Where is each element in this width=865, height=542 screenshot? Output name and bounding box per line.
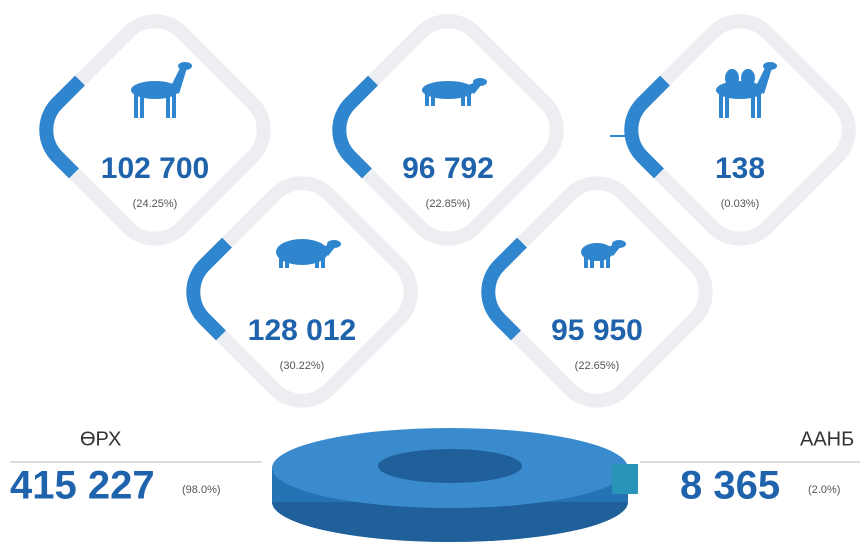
icon-hump <box>725 69 739 87</box>
tile-count: 128 012 <box>248 314 356 347</box>
icon-leg <box>321 252 325 268</box>
tiles: 102 700(24.25%)96 792(22.85%)138(0.03%)1… <box>39 14 856 408</box>
tile-count: 95 950 <box>551 314 643 347</box>
tile-count: 102 700 <box>101 152 209 185</box>
icon-leg <box>425 90 429 106</box>
tile: 102 700 (24.25%) <box>39 14 271 246</box>
tile-share: (24.25%) <box>133 198 178 210</box>
donut-slice <box>612 464 638 494</box>
icon-body <box>131 81 179 99</box>
donut <box>272 428 638 542</box>
total-share: (2.0%) <box>808 484 840 496</box>
total-label: ӨРХ <box>80 428 121 450</box>
tile: 138 (0.03%) <box>624 14 856 246</box>
tile: 95 950 (22.65%) <box>481 176 713 408</box>
icon-leg <box>467 90 471 106</box>
icon-leg <box>606 252 610 268</box>
donut-hole <box>378 449 522 483</box>
total-share: (98.0%) <box>182 484 221 496</box>
icon-head <box>612 240 626 248</box>
icon-leg <box>584 252 588 268</box>
icon-leg <box>757 90 761 118</box>
tile-frame <box>39 14 271 246</box>
total-count: 415 227 <box>10 464 155 508</box>
tile: 96 792 (22.85%) <box>332 14 564 246</box>
icon-leg <box>172 90 176 118</box>
animal-icon <box>716 62 777 118</box>
icon-hump <box>741 69 755 87</box>
icon-leg <box>134 90 138 118</box>
icon-leg <box>166 90 170 118</box>
icon-head <box>178 62 192 70</box>
icon-leg <box>461 90 465 106</box>
icon-body <box>422 81 474 99</box>
tile-share: (0.03%) <box>721 198 760 210</box>
icon-leg <box>140 90 144 118</box>
tile-frame <box>186 176 418 408</box>
icon-leg <box>279 252 283 268</box>
animal-icon <box>422 78 487 106</box>
icon-leg <box>725 90 729 118</box>
animal-icon <box>581 240 626 268</box>
icon-head <box>327 240 341 248</box>
icon-leg <box>751 90 755 118</box>
animal-icon <box>276 239 341 268</box>
icon-neck <box>171 66 187 94</box>
tile-frame <box>624 14 856 246</box>
icon-body <box>716 81 764 99</box>
tile-share: (22.65%) <box>575 360 620 372</box>
tile: 128 012 (30.22%) <box>186 176 418 408</box>
icon-neck <box>756 66 772 94</box>
total-count: 8 365 <box>680 464 780 508</box>
tile-frame <box>332 14 564 246</box>
icon-leg <box>590 252 594 268</box>
total-label: ААНБ <box>800 428 854 450</box>
icon-head <box>473 78 487 86</box>
tile-count: 96 792 <box>402 152 494 185</box>
animal-icon <box>131 62 192 118</box>
icon-leg <box>431 90 435 106</box>
tile-frame <box>481 176 713 408</box>
icon-leg <box>315 252 319 268</box>
tile-share: (22.85%) <box>426 198 471 210</box>
icon-leg <box>719 90 723 118</box>
icon-body <box>581 243 613 261</box>
tile-share: (30.22%) <box>280 360 325 372</box>
icon-body <box>276 239 328 265</box>
tile-count: 138 <box>715 152 765 185</box>
icon-leg <box>285 252 289 268</box>
icon-head <box>763 62 777 70</box>
icon-leg <box>600 252 604 268</box>
